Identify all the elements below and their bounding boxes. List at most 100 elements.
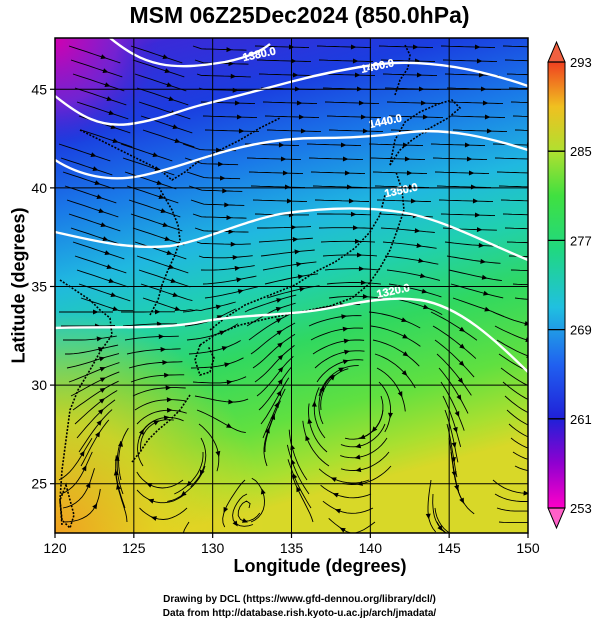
x-axis-ticks: 120 125 130 135 140 145 150 — [43, 533, 540, 556]
streamline — [204, 286, 258, 299]
streamline — [132, 59, 185, 78]
streamline — [316, 45, 372, 49]
streamline — [308, 403, 328, 453]
streamline-arrow — [106, 264, 113, 270]
streamline — [318, 227, 374, 229]
streamline-arrow — [290, 224, 297, 230]
streamline — [322, 500, 374, 514]
streamline — [126, 348, 181, 355]
streamline — [262, 101, 318, 105]
streamline — [378, 381, 392, 433]
streamline — [512, 283, 528, 286]
streamline — [492, 143, 528, 146]
streamline-arrow — [162, 359, 168, 365]
streamline-arrow — [96, 336, 103, 342]
streamline-arrow — [538, 438, 544, 443]
streamline-arrow — [278, 142, 285, 148]
streamline-arrow — [108, 278, 115, 284]
streamline-arrow — [99, 398, 105, 404]
streamline — [254, 345, 295, 383]
y-tick-label: 40 — [31, 180, 47, 196]
streamline-arrow — [422, 114, 429, 120]
streamline-arrow — [404, 156, 411, 162]
streamline — [498, 521, 528, 524]
streamline-arrow — [158, 334, 165, 340]
streamline-arrow — [139, 428, 144, 435]
streamline-arrow — [172, 124, 179, 130]
y-tick-label: 45 — [31, 81, 47, 97]
streamline — [508, 423, 528, 438]
streamline — [322, 254, 378, 257]
streamline-arrow — [397, 391, 403, 398]
streamline — [72, 73, 125, 92]
streamline-arrow — [332, 492, 339, 498]
streamline — [320, 484, 372, 499]
streamline — [192, 376, 247, 384]
contour-line-1350 — [55, 207, 528, 262]
streamline-arrow — [99, 377, 106, 383]
coastline-taiwan — [59, 482, 75, 530]
streamline-arrow — [104, 250, 111, 256]
streamline — [80, 297, 133, 312]
streamline — [326, 282, 381, 285]
streamline-arrow — [410, 198, 417, 204]
streamline-arrow — [474, 212, 481, 218]
colorbar: 253 261 269 277 285 293 — [547, 40, 592, 530]
streamline-arrow — [452, 426, 458, 433]
streamline-arrow — [360, 280, 367, 286]
streamline — [68, 213, 121, 232]
streamline — [61, 325, 116, 327]
streamline-arrow — [277, 378, 283, 385]
streamline — [128, 199, 181, 218]
streamline — [492, 311, 528, 325]
streamline-arrow — [355, 467, 362, 473]
streamline-arrow — [341, 314, 348, 320]
streamline — [506, 241, 528, 244]
streamline — [122, 157, 175, 176]
streamline — [310, 327, 364, 341]
streamline — [202, 115, 258, 119]
streamline-arrow — [226, 47, 233, 53]
streamline-arrow — [162, 54, 169, 60]
streamline — [372, 171, 428, 175]
streamline-arrow — [218, 161, 224, 167]
streamline — [237, 500, 261, 522]
streamline-arrow — [307, 418, 313, 424]
streamline — [190, 357, 244, 369]
streamline — [514, 297, 528, 300]
streamline-arrow — [524, 320, 528, 326]
streamline — [64, 488, 101, 523]
streamline — [74, 255, 127, 274]
streamline-arrow — [108, 110, 115, 116]
streamline-arrow — [228, 229, 235, 235]
streamline — [312, 339, 365, 355]
streamline — [432, 325, 477, 359]
streamline — [328, 129, 384, 133]
streamline — [132, 227, 185, 246]
streamline — [506, 73, 528, 76]
streamline-arrow — [241, 518, 248, 523]
streamline — [126, 185, 179, 204]
streamline — [494, 493, 528, 502]
streamline — [136, 471, 184, 489]
streamline-arrow — [523, 490, 528, 496]
streamline — [504, 227, 528, 230]
streamline — [256, 59, 312, 63]
streamline — [510, 437, 528, 449]
streamline-arrow — [234, 100, 241, 106]
streamline-arrow — [348, 198, 355, 204]
streamline — [192, 213, 247, 219]
streamline-arrow — [100, 222, 107, 228]
streamline — [60, 451, 93, 495]
streamline-arrow — [154, 309, 161, 315]
streamline — [498, 353, 528, 372]
streamline — [372, 339, 420, 367]
streamline-arrow — [94, 180, 101, 186]
streamline-arrow — [339, 527, 346, 533]
streamline-arrow — [464, 142, 471, 148]
streamline-arrow — [362, 293, 369, 299]
streamline — [198, 423, 220, 472]
streamline — [130, 213, 183, 232]
streamline-arrow — [458, 360, 465, 367]
streamline — [196, 241, 251, 245]
